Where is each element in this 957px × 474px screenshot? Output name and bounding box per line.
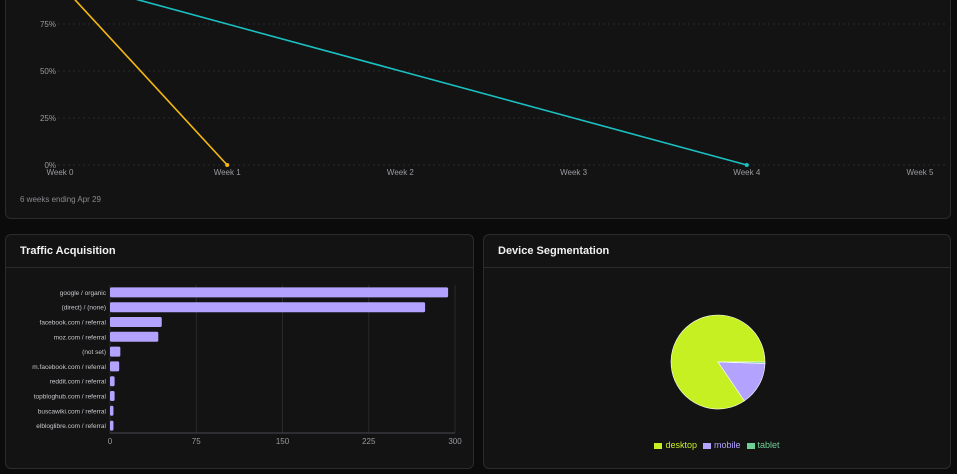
retention-caption: 6 weeks ending Apr 29 (20, 195, 101, 204)
device-segmentation-panel: Device Segmentation desktop mobile tablet (483, 234, 951, 469)
bar (110, 346, 121, 357)
category-label: topbloghub.com / referral (34, 394, 107, 401)
y-tick-label: 50% (40, 67, 56, 76)
pie-slice-tablet (717, 361, 766, 364)
y-tick-label: 75% (40, 20, 56, 29)
legend-label: desktop (665, 440, 697, 450)
device-pie-chart (670, 314, 766, 410)
category-label: moz.com / referral (54, 334, 107, 341)
legend-item-mobile[interactable]: mobile (702, 440, 741, 450)
x-tick-label: Week 3 (560, 168, 588, 177)
bar (110, 331, 159, 342)
bar (110, 405, 114, 416)
series-point-0 (225, 163, 230, 167)
retention-panel: 0% 25% 50% 75% Week 0 Week 1 Week 2 Week 3 Week … (5, 0, 951, 219)
legend-label: tablet (757, 440, 780, 450)
x-tick-label: 300 (448, 437, 462, 446)
traffic-bar-chart: 0 75 150 225 300 google / organic (direct) / (… (32, 285, 462, 446)
category-label: buscawiki.com / referral (38, 408, 107, 415)
bar (110, 287, 449, 298)
category-label: m.facebook.com / referral (32, 364, 106, 371)
x-tick-label: Week 2 (387, 168, 415, 177)
legend-item-tablet[interactable]: tablet (746, 440, 780, 450)
device-panel-header: Device Segmentation (484, 235, 950, 268)
x-tick-label: 150 (276, 437, 290, 446)
device-panel-title: Device Segmentation (498, 245, 610, 257)
legend-swatch (702, 442, 711, 449)
category-label: facebook.com / referral (40, 320, 107, 327)
x-tick-label: Week 1 (214, 168, 242, 177)
bar (110, 376, 115, 387)
category-label: reddit.com / referral (50, 379, 107, 386)
x-tick-label: Week 5 (907, 168, 935, 177)
y-tick-label: 25% (40, 114, 56, 123)
traffic-panel-header: Traffic Acquisition (6, 235, 473, 268)
bar (110, 391, 115, 401)
legend-swatch (654, 442, 663, 449)
series-line-0 (74, 0, 228, 166)
legend-swatch (746, 442, 755, 449)
series-point-1 (744, 163, 749, 167)
bar (110, 302, 426, 313)
retention-line-chart: 0% 25% 50% 75% Week 0 Week 1 Week 2 Week 3 Week … (40, 0, 946, 177)
x-tick-label: 75 (192, 437, 201, 446)
category-label: elbloglibre.com / referral (36, 423, 106, 430)
bar (110, 317, 162, 327)
bar (110, 420, 114, 431)
y-tick-label: 0% (44, 161, 56, 170)
legend-item-desktop[interactable]: desktop (654, 440, 697, 450)
bar (110, 361, 120, 372)
category-label: (not set) (82, 349, 106, 356)
legend-label: mobile (713, 440, 741, 450)
x-tick-label: Week 0 (47, 168, 75, 177)
x-tick-label: Week 4 (733, 168, 761, 177)
traffic-acquisition-panel: Traffic Acquisition 0 75 150 225 300 google /… (5, 234, 474, 469)
device-legend: desktop mobile tablet (484, 440, 950, 450)
x-tick-label: 225 (362, 437, 376, 446)
traffic-panel-title: Traffic Acquisition (20, 245, 116, 257)
category-label: google / organic (60, 290, 107, 297)
x-tick-label: 0 (108, 437, 113, 446)
category-label: (direct) / (none) (62, 305, 106, 312)
series-line-1 (135, 0, 748, 166)
